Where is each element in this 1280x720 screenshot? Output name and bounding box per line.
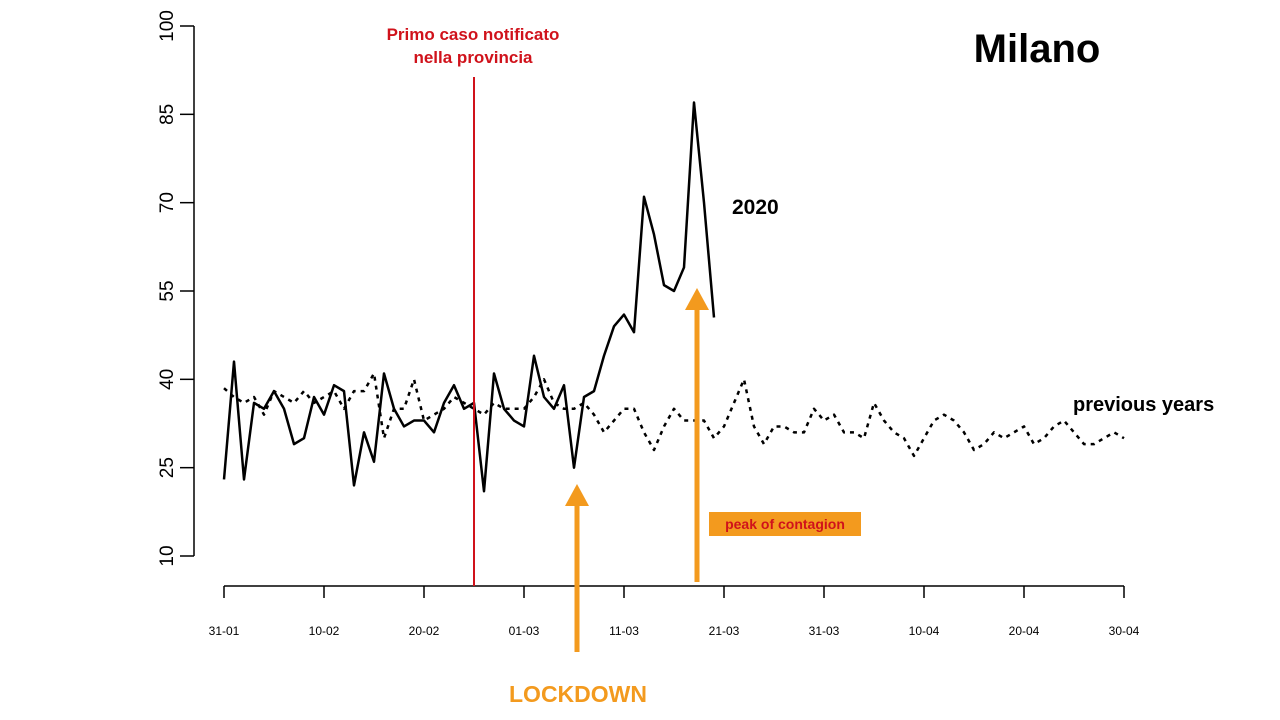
x-tick-label: 30-04	[1109, 624, 1140, 638]
lockdown-label: LOCKDOWN	[509, 681, 647, 707]
series-label-2020: 2020	[732, 196, 779, 219]
axes: 10 25 40 55 70 85 100 31-01 10-02 20-02 01-03 11-03…	[157, 10, 1140, 638]
x-tick-label: 20-04	[1009, 624, 1040, 638]
series-2020-line	[222, 101, 716, 493]
series-previous-years-line	[223, 372, 1125, 458]
y-tick-label: 10	[157, 545, 178, 566]
x-tick-label: 01-03	[509, 624, 540, 638]
y-tick-label: 85	[157, 104, 178, 125]
first-case-label-2: nella provincia	[413, 48, 533, 67]
y-tick-label: 55	[157, 280, 178, 301]
y-tick-label: 25	[157, 457, 178, 478]
x-tick-label: 10-02	[309, 624, 340, 638]
marks	[222, 101, 1125, 493]
y-tick-label: 100	[157, 10, 178, 42]
lockdown-arrow-head	[565, 484, 589, 506]
x-tick-label: 10-04	[909, 624, 940, 638]
x-tick-label: 11-03	[609, 624, 639, 638]
peak-arrow-head	[685, 288, 709, 310]
series-label-previous-years: previous years	[1073, 394, 1214, 416]
x-tick-label: 21-03	[709, 624, 740, 638]
x-tick-label: 31-01	[209, 624, 240, 638]
chart-title: Milano	[974, 27, 1101, 71]
x-tick-label: 20-02	[409, 624, 440, 638]
y-tick-label: 70	[157, 192, 178, 213]
first-case-label-1: Primo caso notificato	[387, 25, 560, 44]
x-tick-label: 31-03	[809, 624, 840, 638]
y-tick-label: 40	[157, 369, 178, 390]
peak-label-box	[709, 512, 861, 536]
arrows	[565, 288, 709, 652]
peak-label: peak of contagion	[725, 516, 845, 532]
